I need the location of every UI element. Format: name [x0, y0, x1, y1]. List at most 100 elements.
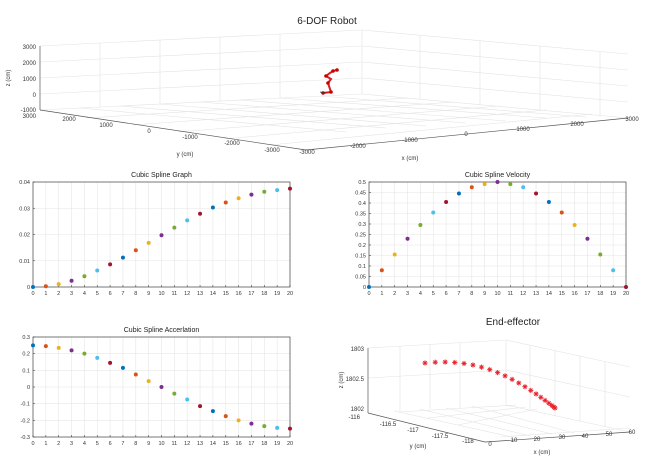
- data-point: [598, 252, 603, 257]
- trajectory-marker: [552, 405, 558, 411]
- data-point: [31, 285, 35, 289]
- x-tick-label: 13: [197, 291, 203, 297]
- end-effector-title: End-effector: [486, 317, 541, 328]
- x-tick-label: 3: [406, 291, 409, 297]
- end-effector-tick-labels: 1803 1802.5 1802 -116 -116.5 -117 -117.5…: [346, 347, 636, 448]
- data-point: [210, 409, 215, 414]
- robot-xticklabel: -1000: [402, 138, 418, 144]
- x-tick-label: 19: [610, 291, 616, 297]
- y-tick-label: 0.2: [358, 243, 366, 249]
- y-tick-label: 0.3: [22, 335, 30, 341]
- data-point: [95, 355, 100, 360]
- robot-title: 6-DOF Robot: [297, 16, 357, 27]
- x-tick-label: 5: [96, 441, 99, 447]
- data-point: [43, 344, 48, 349]
- trajectory-marker: [432, 359, 438, 365]
- x-tick-label: 2: [57, 441, 60, 447]
- x-tick-label: 15: [223, 441, 229, 447]
- end-effector-grid: [367, 339, 631, 438]
- data-point: [146, 379, 151, 384]
- y-tick-label: 0.5: [358, 180, 366, 186]
- data-point: [275, 425, 280, 430]
- data-point: [198, 404, 203, 409]
- robot-tick-labels: 3000 2000 1000 0 -1000 3000 2000 1000 0 …: [21, 45, 640, 156]
- end-effector-xlabel: x (cm): [534, 450, 551, 456]
- trajectory-marker: [528, 387, 534, 393]
- x-tick-label: 1: [44, 441, 47, 447]
- end-effector-xticklabel: 60: [629, 430, 636, 436]
- robot-joint: [329, 90, 333, 94]
- end-effector-zticklabel: 1802: [351, 407, 365, 413]
- data-point: [69, 348, 74, 353]
- x-tick-label: 9: [147, 291, 150, 297]
- end-effector-ylabel: y (cm): [410, 444, 427, 450]
- y-tick-label: 0: [27, 385, 30, 391]
- data-point: [495, 180, 500, 184]
- y-tick-label: -0.1: [21, 402, 30, 408]
- y-tick-label: 0: [27, 285, 30, 291]
- data-point: [172, 391, 177, 396]
- robot-xticklabel: 0: [464, 132, 468, 138]
- robot-xticklabel: 2000: [570, 122, 584, 128]
- trajectory-marker: [478, 364, 485, 370]
- end-effector-yticklabel: -116.5: [380, 422, 397, 428]
- trajectory-marker: [502, 373, 508, 379]
- y-tick-label: 0.1: [358, 264, 366, 270]
- data-point: [559, 210, 564, 215]
- trajectory-marker: [452, 359, 458, 366]
- data-point: [236, 418, 241, 423]
- x-tick-label: 6: [109, 291, 112, 297]
- y-tick-label: 0.01: [19, 259, 30, 265]
- data-point: [288, 426, 292, 431]
- robot-yticklabel: -2000: [224, 141, 240, 147]
- data-point: [120, 255, 125, 260]
- y-tick-label: 0.35: [355, 212, 366, 218]
- x-tick-label: 3: [70, 291, 73, 297]
- data-point: [159, 233, 164, 238]
- data-point: [546, 199, 551, 204]
- x-tick-label: 19: [274, 441, 280, 447]
- trajectory-marker: [470, 362, 476, 368]
- y-tick-label: 0.4: [358, 201, 366, 207]
- data-point: [249, 421, 254, 426]
- x-tick-label: 19: [274, 291, 280, 297]
- x-tick-label: 0: [31, 441, 34, 447]
- data-point: [521, 185, 526, 190]
- data-point: [82, 274, 87, 279]
- end-effector-3d-panel: End-effector 1803 1802.5 1802 -116: [339, 317, 636, 456]
- data-point: [108, 360, 113, 365]
- data-point: [431, 210, 436, 215]
- end-effector-xticklabel: 10: [511, 438, 518, 444]
- x-tick-label: 15: [223, 291, 229, 297]
- data-point: [56, 282, 61, 287]
- robot-xticklabel: -2000: [350, 144, 366, 150]
- data-point: [611, 268, 616, 273]
- x-tick-label: 0: [367, 291, 370, 297]
- data-point: [120, 365, 125, 370]
- robot-ylabel: y (cm): [177, 152, 194, 158]
- y-tick-label: 0.1: [22, 368, 30, 374]
- robot-xlabel: x (cm): [402, 156, 419, 162]
- trajectory-marker: [533, 391, 539, 397]
- data-point: [288, 186, 292, 191]
- data-point: [31, 343, 35, 348]
- end-effector-axes: [367, 348, 631, 443]
- data-point: [262, 189, 267, 194]
- robot-joint: [331, 69, 335, 73]
- x-tick-label: 13: [533, 291, 539, 297]
- y-tick-label: 0.45: [355, 191, 366, 197]
- x-tick-label: 12: [184, 291, 190, 297]
- chart-title: Cubic Spline Accerlation: [124, 327, 200, 334]
- data-point: [444, 199, 449, 204]
- data-point: [469, 185, 474, 190]
- y-tick-label: 0.04: [19, 180, 30, 186]
- robot-yticklabel: 2000: [62, 117, 76, 123]
- x-tick-label: 14: [210, 291, 216, 297]
- end-effector-yticklabel: -117.5: [432, 434, 449, 440]
- y-tick-label: 0.25: [355, 233, 366, 239]
- data-point: [185, 218, 190, 223]
- end-effector-yticklabel: -117: [407, 428, 419, 434]
- robot-yticklabel: -1000: [182, 135, 198, 141]
- trajectory-marker: [538, 394, 544, 400]
